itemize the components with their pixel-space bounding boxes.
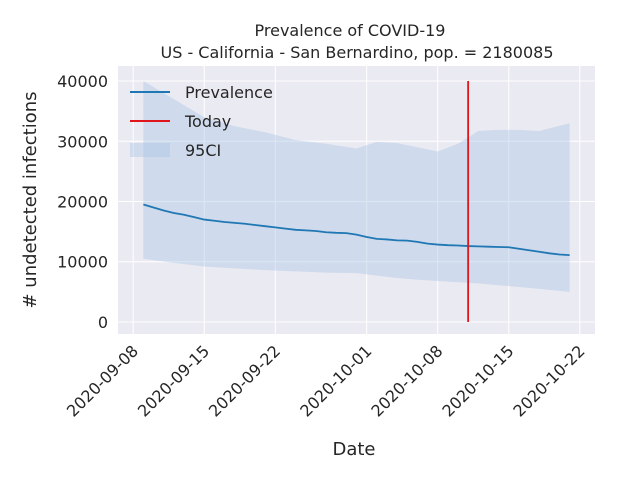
y-tick-label: 30000: [57, 132, 108, 151]
y-axis-label: # undetected infections: [20, 91, 41, 308]
chart-subtitle: US - California - San Bernardino, pop. =…: [160, 43, 553, 62]
legend-label-95ci: 95CI: [185, 141, 221, 160]
plot-area: [118, 66, 595, 334]
ci-band: [143, 81, 570, 292]
y-tick-labels: 0 10000 20000 30000 40000: [57, 72, 108, 332]
x-axis-label: Date: [332, 439, 375, 460]
chart-title: Prevalence of COVID-19: [255, 21, 446, 40]
prevalence-line: [143, 203, 570, 257]
y-tick-label: 20000: [57, 193, 108, 212]
y-tick-label: 0: [98, 313, 108, 332]
legend: Prevalence Today 95CI: [130, 83, 273, 160]
y-tick-label: 10000: [57, 253, 108, 272]
legend-label-today: Today: [184, 112, 231, 131]
grid-lines: [118, 66, 595, 334]
legend-label-prevalence: Prevalence: [185, 83, 273, 102]
legend-swatch-95ci: [130, 143, 170, 157]
y-tick-label: 40000: [57, 72, 108, 91]
